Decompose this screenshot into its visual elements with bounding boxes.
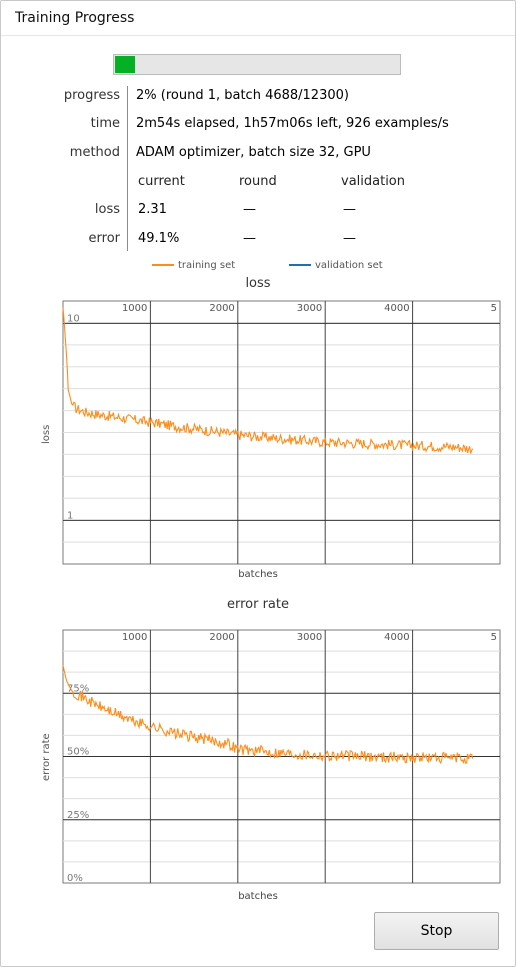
- y-tick-label: 50%: [67, 747, 89, 758]
- loss-chart-title: loss: [245, 276, 271, 291]
- x-tick-label: 1000: [122, 632, 147, 643]
- stop-button[interactable]: Stop: [374, 912, 499, 950]
- x-tick-label: 4000: [384, 303, 409, 314]
- progress-value: 2% (round 1, batch 4688/12300): [136, 88, 349, 103]
- title-bar: Training Progress: [1, 1, 515, 36]
- info-divider: [127, 86, 128, 251]
- y-tick-label: 10: [67, 313, 80, 324]
- loss-chart-xlabel: batches: [238, 569, 278, 580]
- y-tick-label: 75%: [67, 683, 89, 694]
- legend-validation: validation set: [289, 260, 383, 271]
- column-validation: validation: [341, 174, 406, 189]
- time-label: time: [90, 116, 120, 131]
- legend-validation-swatch: [289, 264, 311, 266]
- y-tick-label: 0%: [67, 873, 83, 884]
- x-tick-label: 1000: [122, 303, 147, 314]
- y-tick-label: 1: [67, 510, 73, 521]
- progress-label: progress: [63, 88, 120, 103]
- progress-bar-fill: [115, 56, 135, 73]
- loss-validation: —: [343, 202, 356, 217]
- legend-training-label: training set: [178, 260, 236, 271]
- progress-bar: [113, 54, 401, 75]
- error-chart-ylabel: error rate: [41, 733, 52, 781]
- legend-validation-label: validation set: [315, 260, 383, 271]
- loss-label: loss: [94, 202, 120, 217]
- x-tick-label: 2000: [209, 632, 234, 643]
- window-title: Training Progress: [15, 10, 135, 26]
- loss-round: —: [243, 202, 256, 217]
- error-chart-title: error rate: [226, 597, 289, 612]
- column-current: current: [138, 174, 185, 189]
- method-label: method: [69, 145, 120, 160]
- error-label: error: [88, 231, 120, 246]
- legend-training: training set: [152, 260, 235, 271]
- x-tick-label: 3000: [297, 303, 322, 314]
- x-tick-label: 5: [491, 303, 497, 314]
- loss-current: 2.31: [138, 202, 167, 217]
- x-tick-label: 5: [491, 632, 497, 643]
- x-tick-label: 2000: [209, 303, 234, 314]
- time-value: 2m54s elapsed, 1h57m06s left, 926 exampl…: [136, 116, 449, 131]
- legend-training-swatch: [152, 264, 174, 266]
- error-chart-xlabel: batches: [238, 891, 278, 902]
- x-tick-label: 4000: [384, 632, 409, 643]
- y-tick-label: 25%: [67, 810, 89, 821]
- training-series-line: [62, 665, 474, 765]
- training-series-line: [62, 307, 474, 454]
- error-current: 49.1%: [138, 231, 180, 246]
- method-value: ADAM optimizer, batch size 32, GPU: [136, 145, 371, 160]
- error-round: —: [243, 231, 256, 246]
- x-tick-label: 3000: [297, 632, 322, 643]
- column-round: round: [239, 174, 277, 189]
- error-validation: —: [343, 231, 356, 246]
